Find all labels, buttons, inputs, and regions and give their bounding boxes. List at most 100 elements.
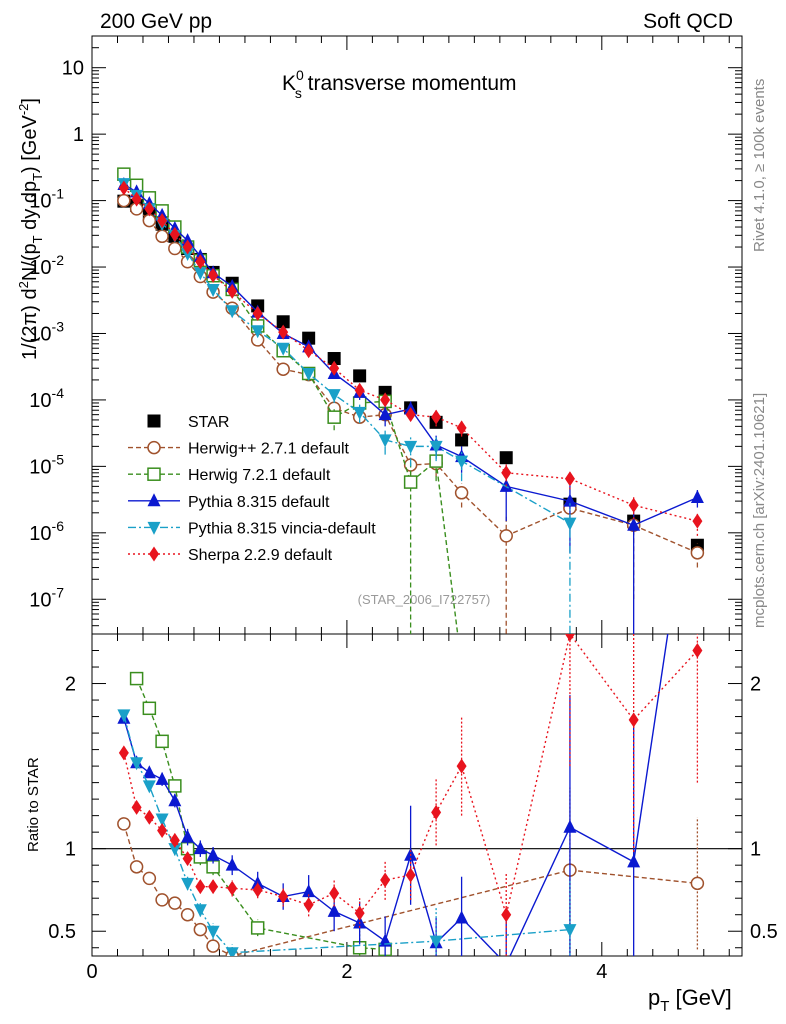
ratio-point bbox=[627, 854, 641, 868]
data-point bbox=[117, 193, 131, 208]
ratio-point bbox=[155, 813, 169, 827]
legend-entry-herwig-2-7-1-default: Herwig++ 2.7.1 default bbox=[128, 441, 350, 458]
data-point bbox=[455, 433, 469, 447]
ratio-series-herwig-7-2-1-default bbox=[129, 671, 392, 956]
main-y-tick-label: 10-5 bbox=[29, 451, 64, 478]
ratio-point bbox=[500, 957, 513, 970]
ratio-point bbox=[142, 765, 156, 779]
chart-title: K0 s transverse momentum bbox=[282, 67, 517, 101]
ratio-line bbox=[123, 634, 669, 956]
data-point bbox=[405, 407, 416, 423]
data-point bbox=[404, 440, 418, 454]
data-point bbox=[142, 213, 157, 228]
ratio-point bbox=[431, 804, 442, 820]
legend-label: STAR bbox=[188, 414, 229, 431]
data-point bbox=[303, 343, 314, 359]
main-y-tick-label: 10-2 bbox=[29, 252, 64, 279]
ratio-point bbox=[157, 823, 168, 839]
ratio-point bbox=[329, 885, 340, 901]
legend-label: Herwig 7.2.1 default bbox=[188, 467, 331, 484]
series-line bbox=[123, 187, 698, 522]
ratio-y-tick-label-right: 2 bbox=[750, 674, 761, 696]
ratio-point bbox=[181, 829, 195, 843]
ratio-point bbox=[206, 847, 220, 861]
ratio-y-tick-label: 2 bbox=[65, 674, 76, 696]
legend-marker bbox=[149, 546, 159, 562]
ratio-point bbox=[206, 925, 220, 939]
ratio-point bbox=[429, 935, 443, 949]
data-point bbox=[499, 451, 513, 465]
data-point bbox=[690, 546, 705, 560]
data-point bbox=[354, 382, 365, 398]
ratio-point bbox=[690, 876, 705, 891]
ratio-ylabel: Ratio to STAR bbox=[25, 757, 42, 852]
ratio-y-tick-label: 0.5 bbox=[48, 921, 76, 943]
ratio-point bbox=[118, 745, 129, 761]
main-y-tick-label: 10-7 bbox=[29, 584, 64, 611]
main-series-layer bbox=[117, 167, 705, 634]
ratio-point bbox=[354, 905, 365, 921]
data-point bbox=[131, 191, 142, 207]
data-point bbox=[431, 409, 442, 425]
data-point bbox=[501, 465, 512, 481]
ratio-point bbox=[117, 817, 131, 831]
ratio-point bbox=[405, 867, 416, 883]
ratio-point bbox=[692, 643, 703, 659]
rivet-label: Rivet 4.1.0, ≥ 100k events bbox=[751, 79, 768, 252]
mcplots-label: mcplots.cern.ch [arXiv:2401.10621] bbox=[751, 393, 768, 628]
ratio-point bbox=[195, 879, 206, 895]
main-y-tick-label: 10-6 bbox=[29, 518, 64, 545]
ratio-point bbox=[225, 857, 239, 871]
legend-marker bbox=[147, 467, 161, 481]
ratio-point bbox=[564, 634, 575, 642]
data-point bbox=[276, 342, 290, 356]
ratio-point bbox=[168, 779, 182, 793]
data-point bbox=[563, 493, 577, 507]
legend-entry-pythia-8-315-vincia-default: Pythia 8.315 vincia-default bbox=[128, 520, 376, 537]
data-point bbox=[627, 517, 641, 531]
ratio-point bbox=[169, 832, 180, 848]
data-point bbox=[278, 324, 289, 340]
ratio-point bbox=[193, 841, 207, 855]
data-point bbox=[628, 497, 639, 513]
main-y-tick-label: 10 bbox=[62, 58, 84, 80]
ratio-point bbox=[278, 889, 289, 905]
ratio-point bbox=[168, 896, 182, 910]
legend-label: Sherpa 2.2.9 default bbox=[188, 547, 333, 564]
data-point bbox=[276, 315, 290, 329]
header-left-label: 200 GeV pp bbox=[100, 10, 212, 33]
main-y-tick-label: 10-1 bbox=[29, 186, 64, 213]
ratio-series-sherpa-2-2-9-default bbox=[118, 634, 703, 956]
ratio-point bbox=[691, 428, 704, 441]
data-point bbox=[353, 406, 367, 420]
data-point bbox=[378, 407, 392, 421]
main-axes: 10 1 10-1 10-2 10-3 10-4 10-5 10-6 10-7 bbox=[29, 35, 742, 635]
ratio-point bbox=[380, 872, 391, 888]
ratio-point bbox=[327, 903, 341, 917]
data-point bbox=[429, 440, 443, 454]
legend: STAR Herwig++ 2.7.1 default Herwig 7.2.1 d… bbox=[128, 414, 376, 564]
header-right-label: Soft QCD bbox=[643, 10, 733, 33]
data-point bbox=[327, 389, 341, 403]
ratio-point bbox=[142, 701, 157, 716]
ratio-point bbox=[181, 877, 195, 891]
data-point bbox=[563, 517, 577, 531]
data-point bbox=[193, 267, 207, 281]
data-point bbox=[252, 305, 263, 321]
data-point bbox=[380, 392, 391, 408]
ratio-point bbox=[129, 671, 144, 686]
analysis-watermark: (STAR_2006_I722757) bbox=[358, 592, 491, 607]
data-point bbox=[182, 239, 193, 255]
data-point bbox=[227, 283, 238, 299]
ratio-line bbox=[123, 634, 698, 918]
data-point bbox=[329, 360, 340, 376]
ratio-point bbox=[130, 757, 144, 771]
legend-marker bbox=[147, 414, 161, 428]
main-frame bbox=[91, 35, 743, 635]
ratio-point bbox=[563, 819, 577, 833]
data-point bbox=[690, 489, 704, 503]
data-point bbox=[144, 201, 155, 217]
ratio-point bbox=[303, 897, 314, 913]
ratio-point bbox=[302, 884, 316, 898]
ratio-point bbox=[193, 904, 207, 918]
